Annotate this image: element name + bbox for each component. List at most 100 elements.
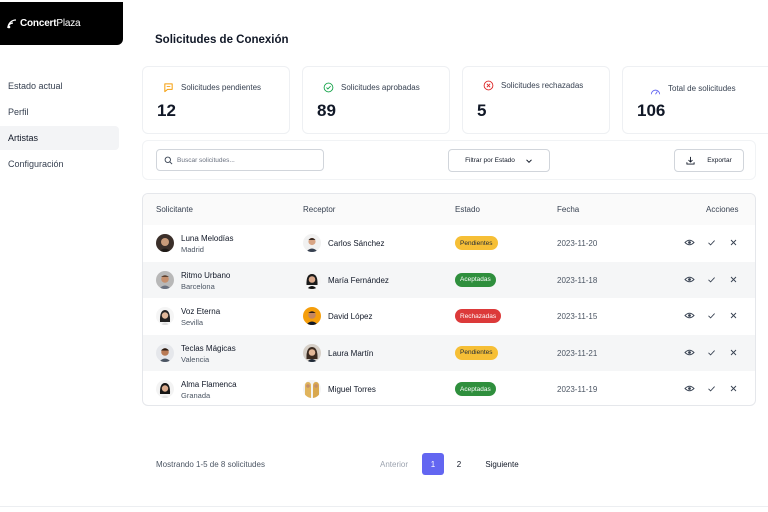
reject-icon[interactable]	[728, 383, 739, 394]
header-fecha: Fecha	[557, 205, 580, 214]
stat-value: 12	[157, 101, 176, 120]
filter-label: Filtrar por Estado	[465, 157, 515, 164]
solicitante-name: Luna Melodías	[181, 234, 234, 243]
avatar	[303, 234, 321, 252]
approve-icon[interactable]	[706, 274, 717, 285]
receptor-name: David López	[328, 312, 373, 321]
approve-icon[interactable]	[706, 310, 717, 321]
stat-label: Solicitudes pendientes	[181, 83, 262, 92]
sidebar: ConcertPlaza Estado actual Perfil Artist…	[0, 0, 125, 512]
pagination-prev-button[interactable]: Anterior	[379, 459, 408, 469]
x-circle-icon	[483, 80, 494, 91]
header-acciones: Acciones	[706, 205, 739, 214]
pagination-page-2[interactable]: 2	[456, 459, 462, 469]
view-icon[interactable]	[684, 347, 695, 358]
stat-card-aprobadas: Solicitudes aprobadas 89	[302, 66, 450, 134]
request-date: 2023-11-19	[557, 385, 598, 394]
table-row: Voz Eterna Sevilla David López Rechazada…	[143, 298, 755, 335]
page-title: Solicitudes de Conexión	[155, 34, 289, 46]
brand-logo[interactable]: ConcertPlaza	[0, 2, 123, 45]
table-row: Ritmo Urbano Barcelona María Fernández A…	[143, 261, 755, 298]
request-date: 2023-11-20	[557, 239, 598, 248]
status-filter-select[interactable]: Filtrar por Estado	[448, 149, 550, 172]
pagination-next-button[interactable]: Siguiente	[485, 459, 519, 469]
view-icon[interactable]	[684, 310, 695, 321]
brand-name: ConcertPlaza	[20, 18, 81, 29]
view-icon[interactable]	[684, 383, 695, 394]
stat-label: Total de solicitudes	[668, 84, 736, 93]
reject-icon[interactable]	[728, 310, 739, 321]
wifi-signal-icon	[7, 18, 17, 28]
check-circle-icon	[323, 82, 334, 93]
pagination-page-1[interactable]: 1	[422, 453, 444, 475]
stat-card-rechazadas: Solicitudes rechazadas 5	[462, 66, 610, 134]
search-input[interactable]	[177, 156, 317, 164]
avatar	[303, 343, 321, 362]
avatar	[303, 380, 321, 398]
header-receptor: Receptor	[303, 205, 336, 214]
header-solicitante: Solicitante	[156, 205, 193, 214]
table-header: Solicitante Receptor Estado Fecha Accion…	[143, 194, 755, 225]
chevron-down-icon	[526, 158, 532, 163]
search-icon	[164, 156, 173, 164]
stat-value: 106	[637, 101, 666, 120]
solicitante-city: Barcelona	[181, 281, 215, 291]
gauge-icon	[650, 89, 661, 95]
status-badge: Rechazadas	[455, 309, 502, 323]
avatar	[303, 270, 321, 289]
receptor-name: María Fernández	[328, 275, 389, 285]
stat-card-total: Total de solicitudes 106	[622, 66, 768, 134]
header-estado: Estado	[455, 205, 480, 214]
sidebar-item-artistas[interactable]: Artistas	[0, 126, 119, 150]
status-badge: Pendientes	[455, 236, 498, 250]
solicitante-city: Granada	[181, 391, 211, 400]
download-icon	[686, 156, 695, 165]
avatar	[156, 270, 174, 289]
avatar	[156, 307, 174, 325]
avatar	[156, 234, 174, 252]
status-badge: Aceptadas	[455, 382, 496, 396]
sidebar-item-estado-actual[interactable]: Estado actual	[8, 81, 63, 91]
reject-icon[interactable]	[728, 237, 739, 248]
request-date: 2023-11-15	[557, 312, 598, 321]
solicitante-city: Madrid	[181, 245, 204, 254]
status-badge: Aceptadas	[455, 272, 496, 287]
solicitante-city: Sevilla	[181, 318, 204, 327]
solicitante-name: Teclas Mágicas	[181, 343, 236, 353]
approve-icon[interactable]	[706, 237, 717, 248]
stat-label: Solicitudes aprobadas	[341, 83, 420, 92]
table-row: Alma Flamenca Granada Miguel Torres Acep…	[143, 371, 755, 405]
chat-bubble-icon	[164, 83, 173, 93]
solicitante-city: Valencia	[181, 354, 210, 364]
toolbar: Filtrar por Estado Exportar	[142, 140, 756, 180]
divider	[0, 506, 768, 507]
solicitante-name: Alma Flamenca	[181, 380, 237, 389]
solicitante-name: Voz Eterna	[181, 307, 221, 316]
solicitante-name: Ritmo Urbano	[181, 270, 231, 280]
avatar	[303, 307, 321, 325]
sidebar-item-perfil[interactable]: Perfil	[8, 107, 29, 117]
search-box[interactable]	[156, 149, 324, 171]
receptor-name: Miguel Torres	[328, 385, 376, 394]
request-date: 2023-11-18	[557, 275, 598, 285]
view-icon[interactable]	[684, 237, 695, 248]
reject-icon[interactable]	[728, 347, 739, 358]
avatar	[156, 343, 174, 362]
stat-value: 89	[317, 101, 336, 120]
receptor-name: Laura Martín	[328, 348, 374, 358]
sidebar-nav: Estado actual Perfil Artistas Configurac…	[0, 74, 119, 178]
view-icon[interactable]	[684, 274, 695, 285]
requests-table: Solicitante Receptor Estado Fecha Accion…	[142, 193, 756, 406]
stat-card-pendientes: Solicitudes pendientes 12	[142, 66, 290, 134]
receptor-name: Carlos Sánchez	[328, 239, 385, 248]
avatar	[156, 380, 174, 398]
export-label: Exportar	[707, 157, 732, 164]
request-date: 2023-11-21	[557, 348, 598, 358]
sidebar-item-configuracion[interactable]: Configuración	[8, 159, 64, 169]
export-button[interactable]: Exportar	[674, 149, 744, 172]
approve-icon[interactable]	[706, 383, 717, 394]
stat-value: 5	[477, 101, 487, 120]
reject-icon[interactable]	[728, 274, 739, 285]
approve-icon[interactable]	[706, 347, 717, 358]
table-row: Teclas Mágicas Valencia Laura Martín Pen…	[143, 334, 755, 371]
